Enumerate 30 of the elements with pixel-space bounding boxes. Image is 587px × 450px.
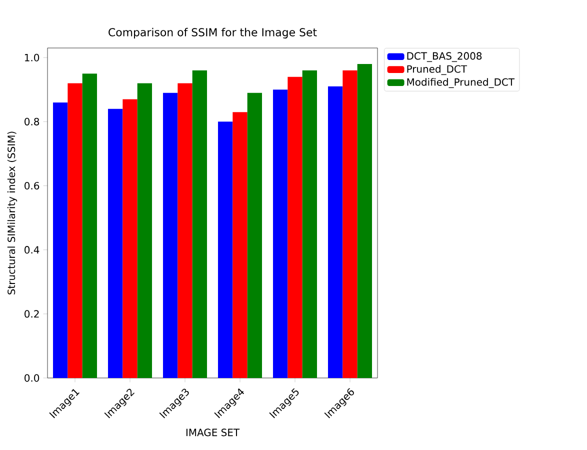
bar bbox=[137, 83, 152, 378]
bar bbox=[273, 90, 288, 378]
bar bbox=[108, 108, 123, 378]
bar bbox=[192, 70, 208, 378]
x-axis-title: IMAGE SET bbox=[186, 428, 240, 436]
y-axis-title: Structural SIMilarity index (SSIM) bbox=[7, 132, 18, 294]
bar bbox=[342, 70, 358, 378]
bar bbox=[68, 83, 82, 378]
bar bbox=[122, 99, 138, 378]
y-tick-label: 0.6 bbox=[24, 182, 40, 190]
y-tick-label: 0.8 bbox=[24, 118, 40, 126]
bar bbox=[82, 74, 98, 378]
y-tick-label: 1.0 bbox=[24, 54, 40, 62]
legend-label: Pruned_DCT bbox=[407, 65, 468, 75]
legend-label: DCT_BAS_2008 bbox=[407, 52, 482, 62]
bar bbox=[357, 64, 372, 378]
y-tick-label: 0.2 bbox=[24, 310, 39, 318]
y-tick-label: 0.4 bbox=[24, 246, 40, 254]
legend-label: Modified_Pruned_DCT bbox=[407, 78, 515, 88]
bar bbox=[288, 76, 302, 378]
bar bbox=[218, 122, 233, 378]
bar bbox=[53, 102, 68, 378]
bar bbox=[163, 92, 178, 378]
bar bbox=[328, 86, 343, 378]
y-tick-label: 0.0 bbox=[24, 374, 40, 382]
bar bbox=[232, 112, 248, 378]
chart-title: Comparison of SSIM for the Image Set bbox=[108, 28, 317, 38]
bar bbox=[247, 92, 262, 378]
bar bbox=[302, 70, 317, 378]
bar bbox=[178, 83, 192, 378]
